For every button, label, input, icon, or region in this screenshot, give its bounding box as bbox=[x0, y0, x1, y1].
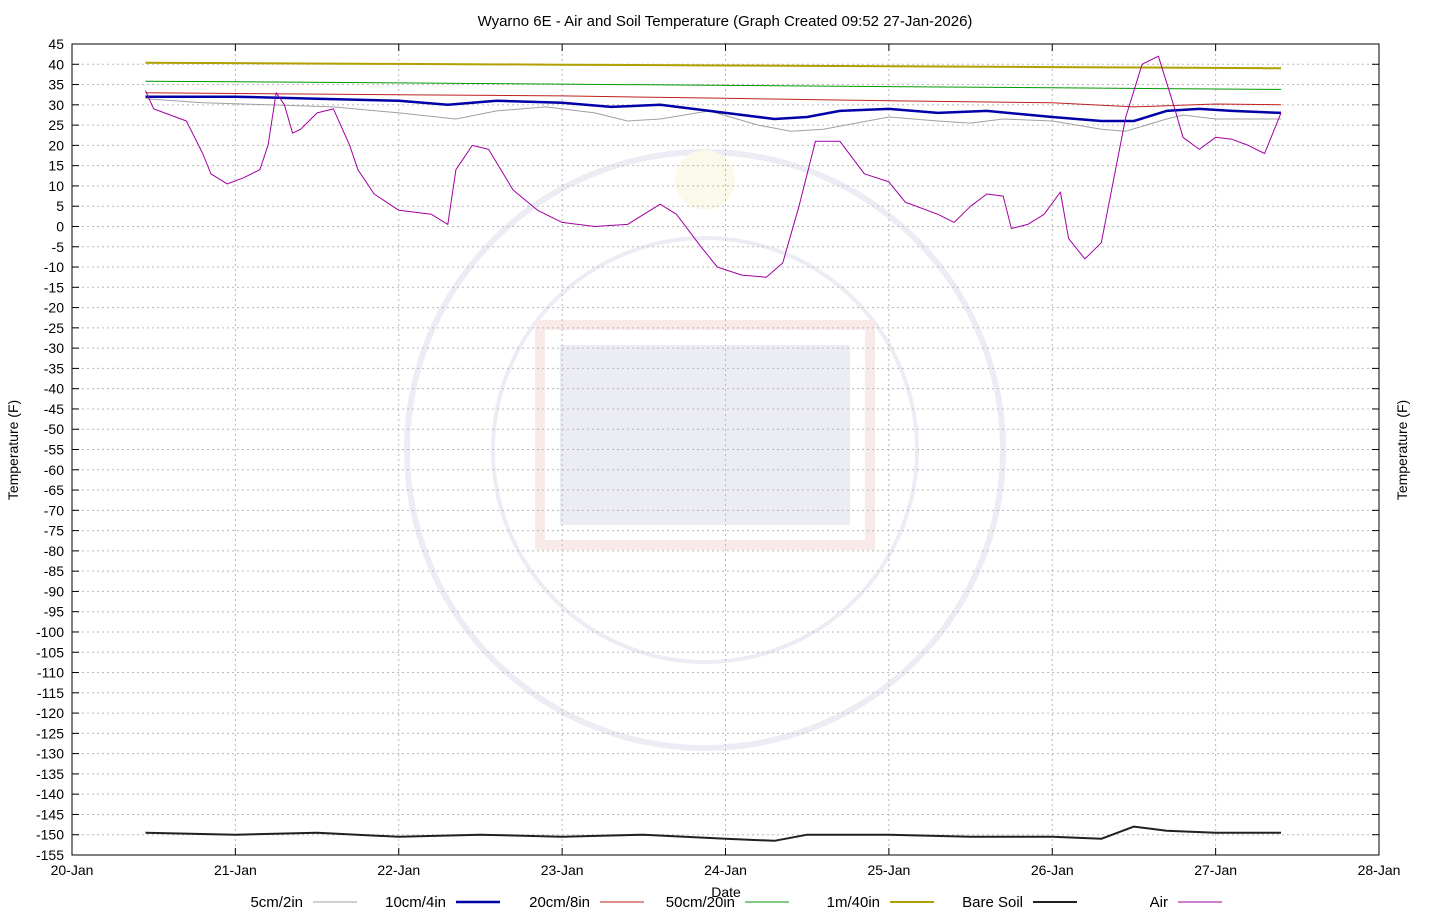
x-tick-label: 24-Jan bbox=[704, 862, 747, 878]
y-tick-label: -130 bbox=[36, 746, 64, 762]
legend-label-1m-40in: 1m/40in bbox=[827, 894, 880, 911]
y-tick-label: -40 bbox=[44, 381, 64, 397]
tick-marks bbox=[71, 43, 1380, 856]
series-lines bbox=[145, 55, 1282, 842]
x-tick-label: 23-Jan bbox=[541, 862, 584, 878]
y-tick-label: -30 bbox=[44, 340, 64, 356]
y-tick-label: 20 bbox=[48, 137, 64, 153]
y-tick-label: -35 bbox=[44, 360, 64, 376]
y-tick-label: -20 bbox=[44, 300, 64, 316]
y-tick-label: -90 bbox=[44, 583, 64, 599]
legend-label-5cm-2in: 5cm/2in bbox=[250, 894, 303, 911]
y-tick-label: -85 bbox=[44, 563, 64, 579]
y-tick-label: -45 bbox=[44, 401, 64, 417]
y-tick-label: 15 bbox=[48, 158, 64, 174]
grid bbox=[72, 44, 1379, 855]
x-tick-label: 21-Jan bbox=[214, 862, 257, 878]
y-tick-label: -55 bbox=[44, 442, 64, 458]
legend: 5cm/2in 10cm/4in 20cm/8in 50cm/20in 1m/40in B… bbox=[250, 894, 1222, 911]
y-tick-label: -105 bbox=[36, 644, 64, 660]
x-tick-labels: 20-Jan 21-Jan 22-Jan 23-Jan 24-Jan 25-Jan 26-J… bbox=[51, 862, 1401, 878]
y-tick-label: -25 bbox=[44, 320, 64, 336]
y-tick-label: -10 bbox=[44, 259, 64, 275]
y-tick-label: -5 bbox=[52, 239, 65, 255]
y2-axis-label: Temperature (F) bbox=[1394, 400, 1410, 500]
y-tick-label: -110 bbox=[37, 665, 64, 681]
y-tick-labels: 45 40 35 30 25 20 15 10 5 0 -5 -10 -15 -20 -25 -30 -35 -4… bbox=[36, 36, 64, 863]
series-line-10cm-4in bbox=[145, 95, 1282, 123]
x-tick-label: 20-Jan bbox=[51, 862, 94, 878]
chart-title: Wyarno 6E - Air and Soil Temperature (Gr… bbox=[478, 13, 973, 30]
x-tick-label: 28-Jan bbox=[1358, 862, 1401, 878]
y-tick-label: -60 bbox=[44, 462, 64, 478]
series-line-bare-soil bbox=[145, 825, 1281, 842]
x-tick-label: 26-Jan bbox=[1031, 862, 1074, 878]
y-tick-label: -135 bbox=[36, 766, 64, 782]
y-tick-label: -80 bbox=[44, 543, 64, 559]
y-tick-label: -155 bbox=[36, 847, 64, 863]
y-tick-label: -50 bbox=[44, 421, 64, 437]
y-tick-label: -65 bbox=[44, 482, 64, 498]
x-tick-label: 27-Jan bbox=[1194, 862, 1237, 878]
x-axis-label: Date bbox=[711, 884, 741, 900]
y-tick-label: -15 bbox=[44, 279, 64, 295]
y-axis-label: Temperature (F) bbox=[5, 400, 21, 500]
y-tick-label: 40 bbox=[48, 56, 64, 72]
legend-label-10cm-4in: 10cm/4in bbox=[385, 894, 446, 911]
series-line-20cm-8in bbox=[145, 92, 1282, 108]
y-tick-label: 35 bbox=[48, 77, 64, 93]
y-tick-label: -145 bbox=[36, 806, 64, 822]
y-tick-label: -140 bbox=[36, 786, 64, 802]
y-tick-label: -95 bbox=[44, 604, 64, 620]
y-tick-label: -115 bbox=[37, 685, 64, 701]
y-tick-label: 0 bbox=[56, 218, 64, 234]
legend-label-air: Air bbox=[1150, 894, 1168, 911]
watermark-seal bbox=[404, 149, 1006, 751]
series-line-50cm-20in bbox=[145, 80, 1282, 90]
legend-label-bare-soil: Bare Soil bbox=[962, 894, 1023, 911]
x-tick-label: 25-Jan bbox=[867, 862, 910, 878]
y-tick-label: 5 bbox=[56, 198, 64, 214]
series-line-5cm-2in bbox=[145, 98, 1281, 132]
y-tick-label: 10 bbox=[48, 178, 64, 194]
y-tick-label: -75 bbox=[44, 523, 64, 539]
series-line-air bbox=[145, 55, 1282, 278]
y-tick-label: 25 bbox=[48, 117, 64, 133]
y-tick-label: -150 bbox=[36, 827, 64, 843]
y-tick-label: -100 bbox=[36, 624, 64, 640]
y-tick-label: -70 bbox=[44, 502, 64, 518]
y-tick-label: -125 bbox=[36, 725, 64, 741]
y-tick-label: -120 bbox=[36, 705, 64, 721]
series-line-1m-40in bbox=[145, 61, 1282, 70]
legend-label-20cm-8in: 20cm/8in bbox=[529, 894, 590, 911]
x-tick-label: 22-Jan bbox=[377, 862, 420, 878]
y-tick-label: 45 bbox=[48, 36, 64, 52]
y-tick-label: 30 bbox=[48, 97, 64, 113]
legend-label-50cm-20in: 50cm/20in bbox=[666, 894, 735, 911]
